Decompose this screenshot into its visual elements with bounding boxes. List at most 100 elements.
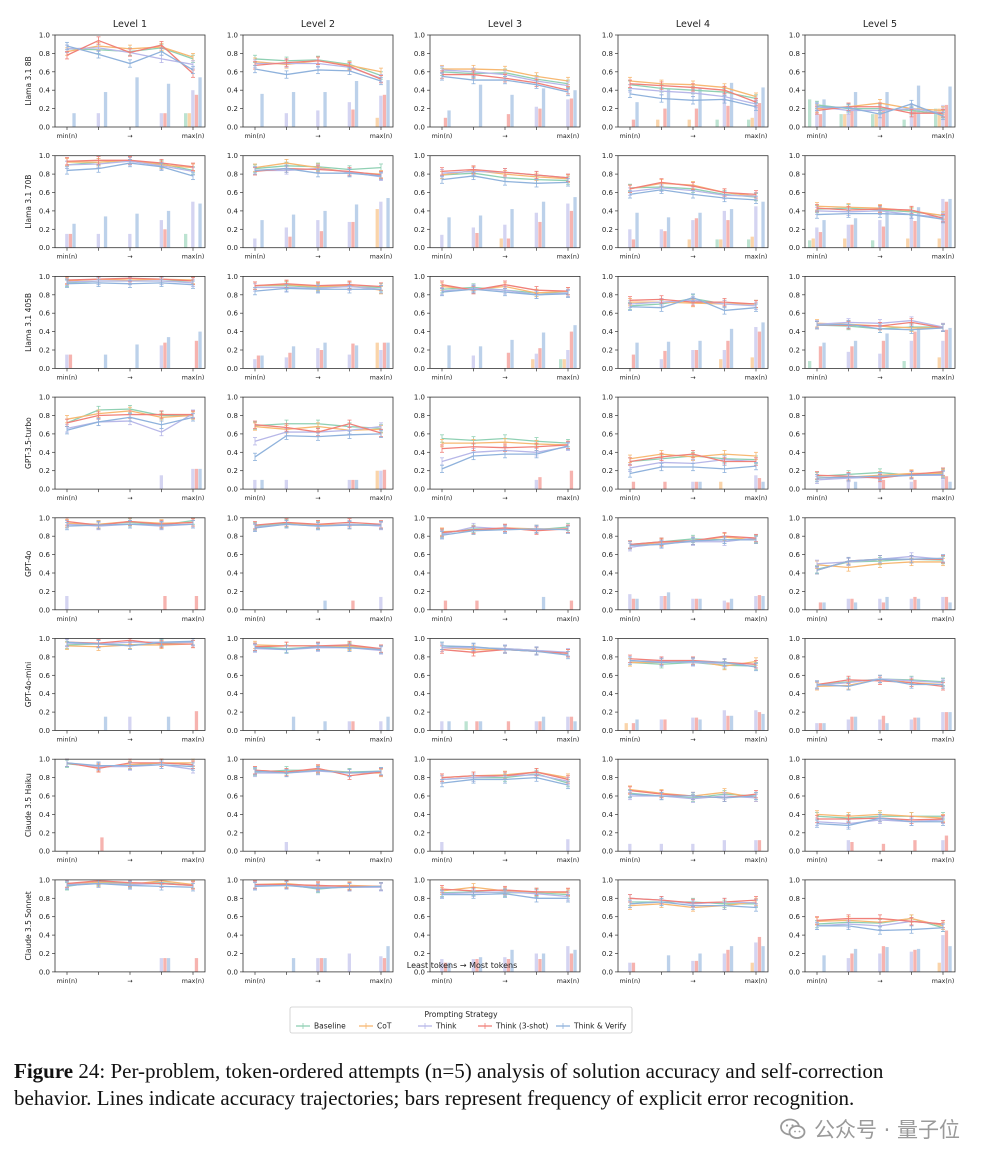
y-tick-label: 0.8 bbox=[602, 50, 613, 58]
panel bbox=[240, 275, 394, 372]
legend bbox=[289, 1006, 633, 1034]
bar bbox=[729, 82, 734, 127]
bar bbox=[347, 953, 351, 972]
bar bbox=[351, 721, 355, 731]
bar bbox=[761, 322, 765, 369]
bar bbox=[948, 327, 952, 369]
y-tick-label: 0.6 bbox=[789, 672, 801, 680]
y-tick-label: 0.0 bbox=[414, 486, 425, 494]
panel bbox=[615, 275, 769, 372]
y-tick-label: 0.8 bbox=[789, 653, 800, 661]
bar bbox=[631, 481, 636, 490]
bar bbox=[726, 340, 730, 369]
bar bbox=[666, 341, 671, 369]
y-tick-label: 1.0 bbox=[227, 635, 238, 643]
bar bbox=[846, 351, 850, 369]
bar bbox=[726, 220, 730, 248]
bar bbox=[822, 602, 826, 610]
x-tick-label: min(n) bbox=[807, 374, 828, 381]
x-tick-label: → bbox=[690, 616, 695, 623]
bar bbox=[631, 354, 636, 369]
bar bbox=[948, 198, 952, 248]
bar bbox=[663, 596, 667, 610]
x-tick-label: max(n) bbox=[557, 133, 580, 140]
x-tick-label: min(n) bbox=[807, 616, 828, 623]
bar bbox=[194, 468, 199, 490]
bar bbox=[808, 240, 812, 248]
y-tick-label: 0.2 bbox=[39, 105, 50, 113]
panel-frame bbox=[242, 517, 394, 611]
y-tick-label: 0.0 bbox=[414, 124, 425, 132]
y-tick-label: 0.0 bbox=[227, 848, 238, 856]
bar bbox=[750, 962, 754, 972]
y-tick-label: 1.0 bbox=[414, 273, 425, 281]
bar bbox=[818, 602, 823, 610]
bar bbox=[754, 327, 758, 369]
bar bbox=[881, 340, 886, 369]
bar bbox=[722, 350, 726, 369]
panel-frame bbox=[617, 758, 769, 852]
bar bbox=[878, 220, 882, 248]
bar bbox=[382, 958, 387, 972]
bar bbox=[715, 119, 719, 127]
y-tick-label: 0.6 bbox=[414, 672, 426, 680]
panel bbox=[615, 517, 769, 613]
y-tick-label: 0.2 bbox=[39, 709, 50, 717]
y-tick-label: 0.8 bbox=[39, 774, 50, 782]
y-tick-label: 0.0 bbox=[227, 486, 238, 494]
bar bbox=[881, 479, 886, 490]
y-tick-label: 0.6 bbox=[227, 310, 239, 318]
y-tick-label: 0.6 bbox=[789, 189, 801, 197]
bar bbox=[531, 359, 535, 369]
y-tick-label: 0.8 bbox=[414, 171, 425, 179]
y-tick-label: 0.6 bbox=[414, 430, 426, 438]
x-tick-label: min(n) bbox=[57, 495, 78, 502]
y-tick-label: 0.8 bbox=[789, 171, 800, 179]
bar bbox=[541, 716, 546, 731]
x-tick-label: max(n) bbox=[745, 978, 768, 985]
y-tick-label: 1.0 bbox=[602, 756, 613, 764]
panel bbox=[615, 879, 769, 975]
bar bbox=[503, 224, 507, 248]
x-tick-label: → bbox=[315, 737, 320, 744]
bar bbox=[386, 198, 390, 248]
bar bbox=[694, 108, 699, 127]
bar bbox=[475, 721, 479, 731]
y-tick-label: 0.8 bbox=[602, 774, 613, 782]
y-tick-label: 0.2 bbox=[414, 950, 425, 958]
x-tick-label: min(n) bbox=[57, 374, 78, 381]
bar bbox=[757, 331, 762, 369]
y-tick-label: 0.6 bbox=[602, 672, 614, 680]
y-tick-label: 0.6 bbox=[602, 793, 614, 801]
bar bbox=[440, 234, 444, 248]
bar bbox=[635, 342, 639, 369]
y-tick-label: 0.6 bbox=[39, 793, 51, 801]
bar bbox=[948, 946, 952, 972]
bar bbox=[631, 723, 636, 731]
bar bbox=[379, 201, 383, 248]
bar bbox=[166, 337, 171, 369]
y-tick-label: 0.8 bbox=[602, 171, 613, 179]
bar bbox=[761, 481, 765, 490]
bar bbox=[694, 960, 699, 972]
bar bbox=[815, 227, 819, 248]
y-tick-label: 0.4 bbox=[602, 932, 614, 940]
y-tick-label: 0.6 bbox=[39, 189, 51, 197]
y-tick-label: 1.0 bbox=[39, 756, 50, 764]
bar bbox=[253, 359, 257, 369]
bar bbox=[878, 353, 882, 369]
y-tick-label: 0.6 bbox=[39, 551, 51, 559]
bar bbox=[566, 203, 570, 248]
bar bbox=[506, 238, 511, 248]
x-tick-label: min(n) bbox=[807, 978, 828, 985]
bar bbox=[347, 221, 351, 248]
bar bbox=[128, 233, 132, 248]
bar bbox=[319, 958, 324, 972]
bar bbox=[198, 468, 202, 490]
bar bbox=[163, 229, 167, 248]
bar bbox=[694, 481, 699, 490]
bar bbox=[569, 600, 574, 610]
watermark: 公众号 · 量子位 bbox=[780, 1114, 960, 1144]
y-tick-label: 0.8 bbox=[414, 653, 425, 661]
bar bbox=[68, 354, 73, 369]
